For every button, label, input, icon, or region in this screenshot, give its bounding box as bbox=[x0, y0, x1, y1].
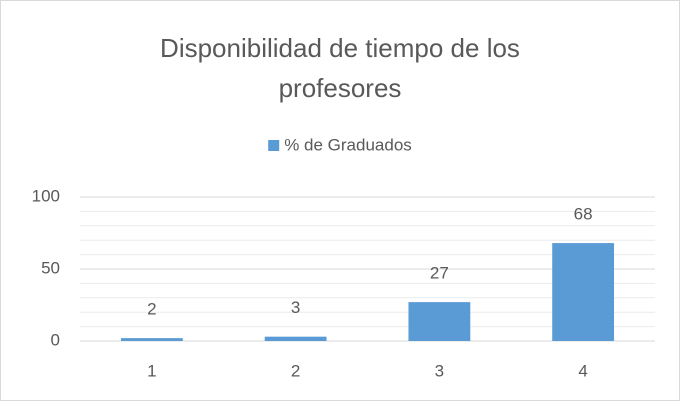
data-label: 27 bbox=[430, 264, 449, 283]
bar bbox=[120, 338, 183, 341]
chart-title: Disponibilidad de tiempo de los profesor… bbox=[160, 33, 520, 103]
x-tick-label: 4 bbox=[578, 361, 587, 380]
bar bbox=[552, 243, 615, 341]
y-tick-label: 50 bbox=[41, 258, 60, 277]
x-tick-label: 3 bbox=[435, 361, 444, 380]
data-label: 68 bbox=[574, 205, 593, 224]
x-tick-label: 2 bbox=[291, 361, 300, 380]
bar bbox=[264, 336, 327, 341]
y-tick-label: 100 bbox=[32, 186, 60, 205]
legend-swatch bbox=[268, 140, 280, 151]
data-label: 2 bbox=[147, 300, 156, 319]
legend-label: % de Graduados bbox=[284, 135, 412, 154]
data-label: 3 bbox=[291, 298, 300, 317]
y-tick-label: 0 bbox=[51, 330, 60, 349]
x-tick-label: 1 bbox=[147, 361, 156, 380]
bar bbox=[408, 302, 471, 341]
